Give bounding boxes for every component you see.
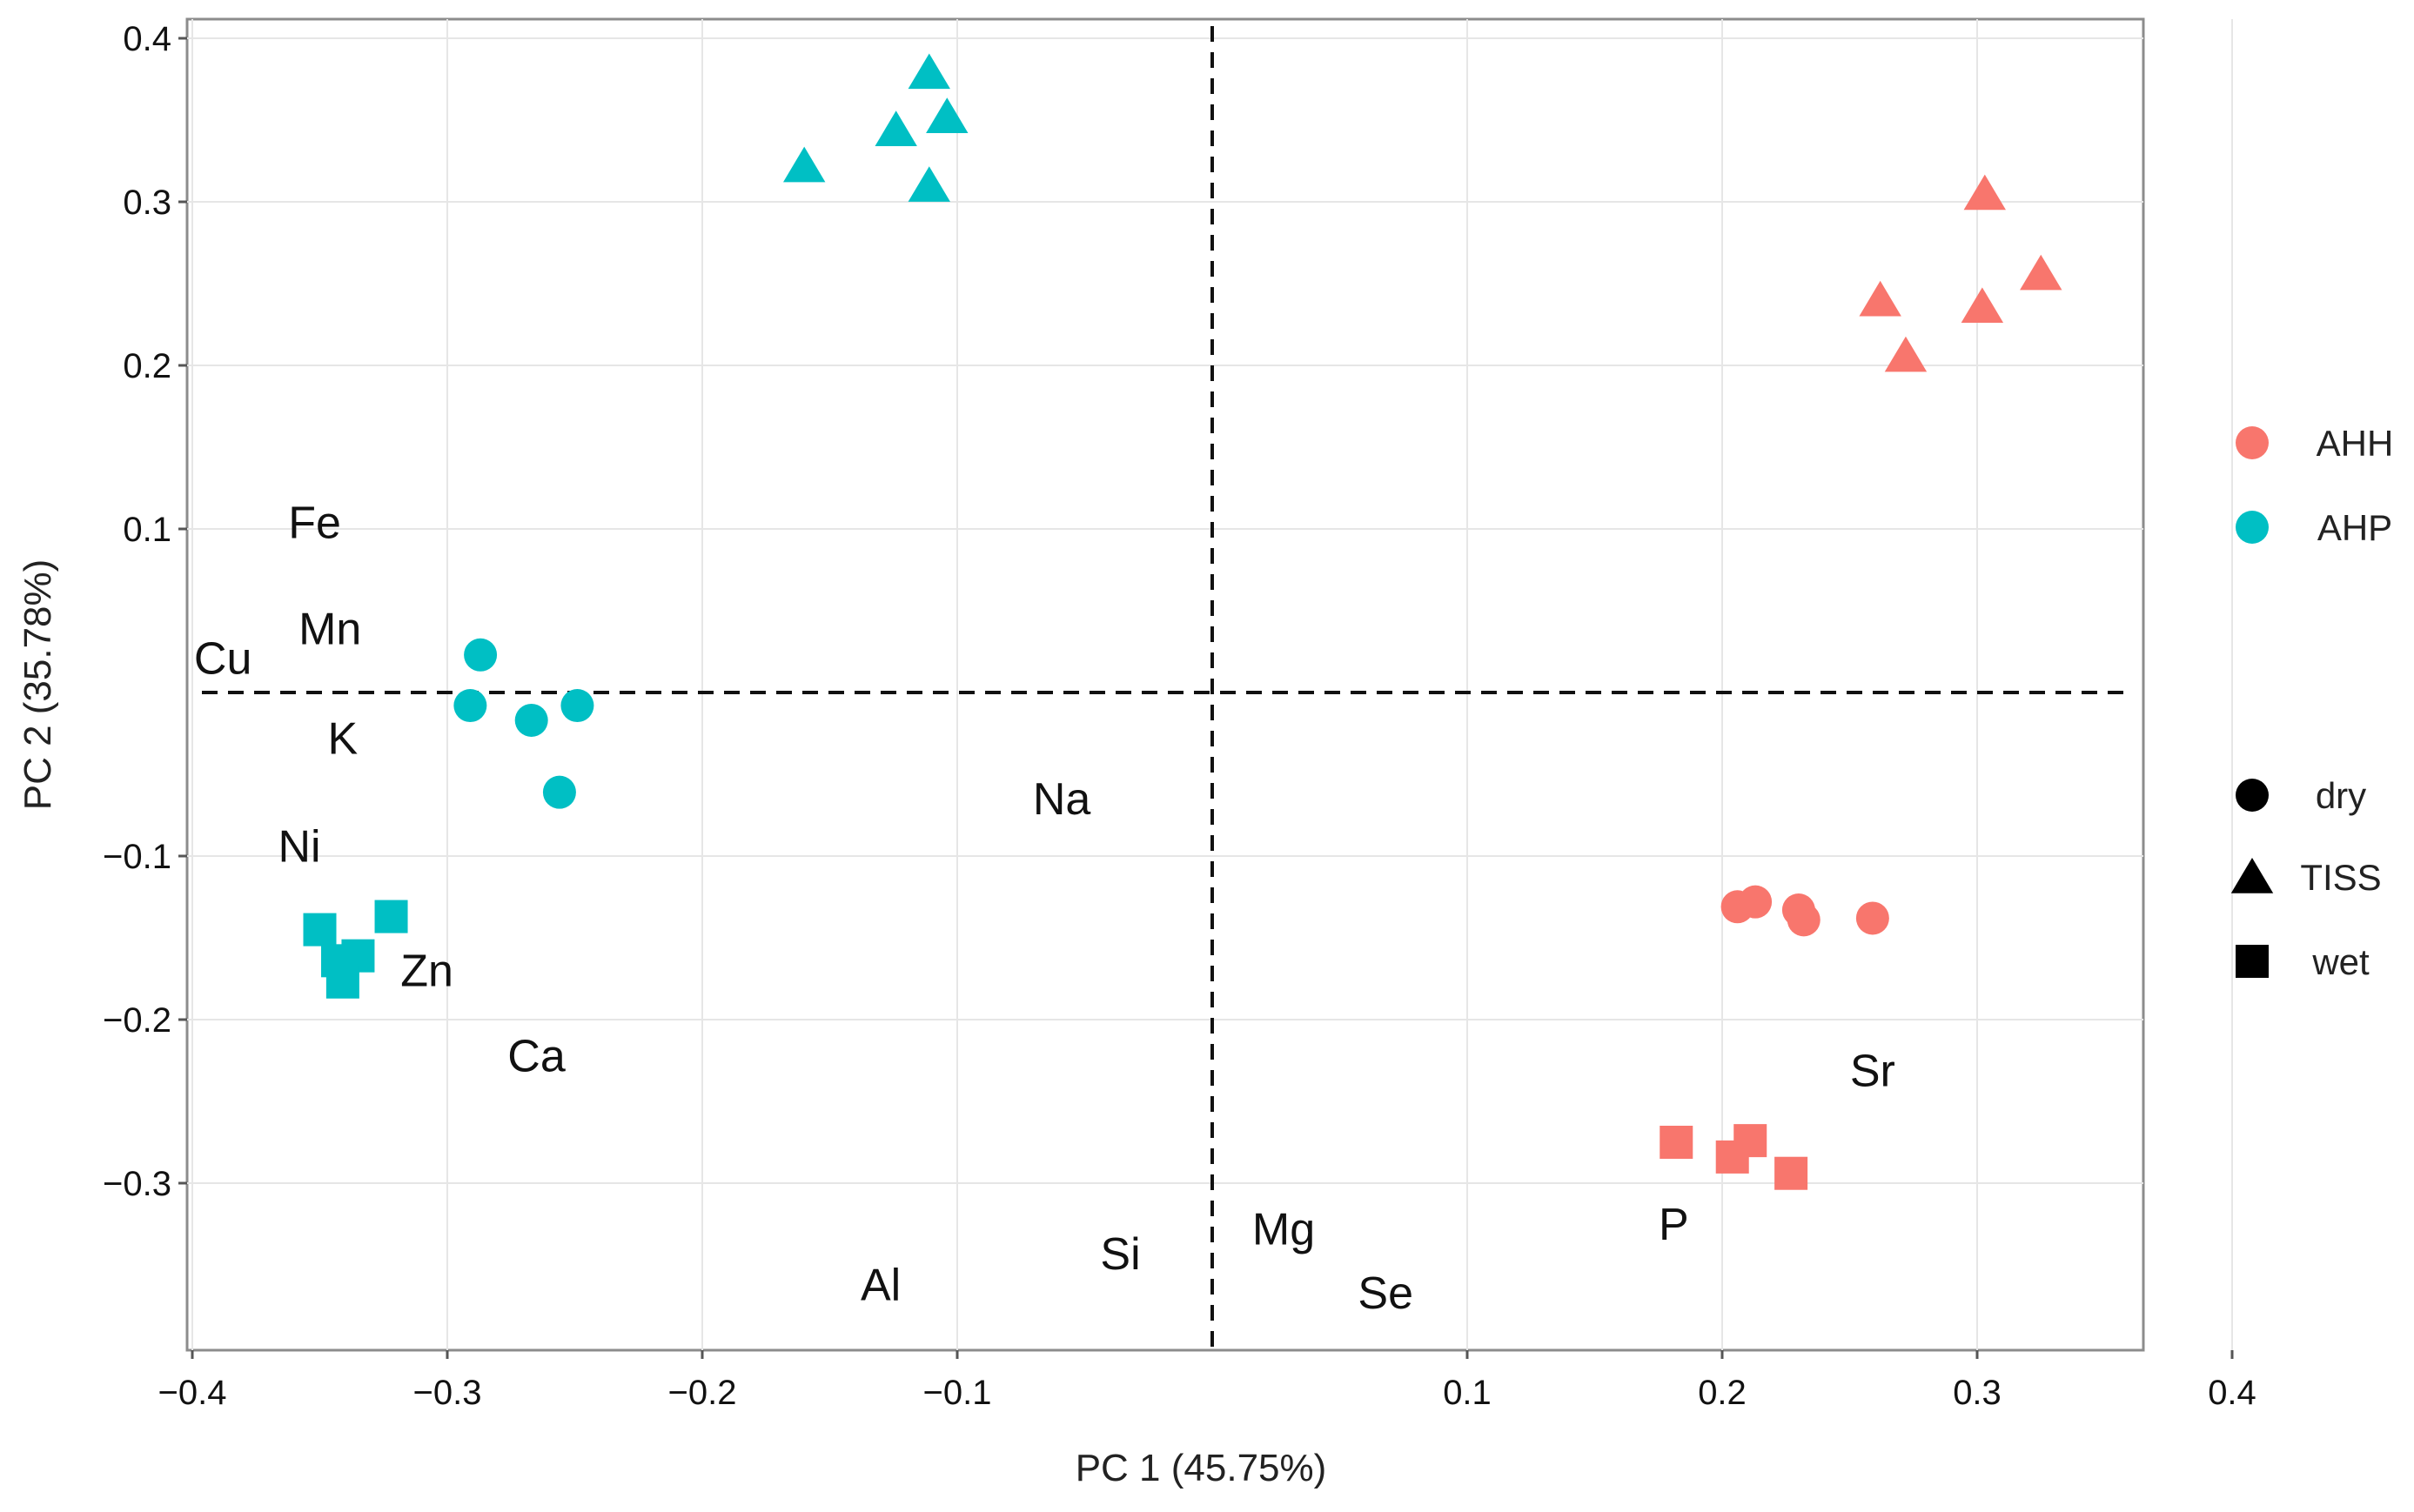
- point-ahh-wet: [1660, 1126, 1693, 1159]
- y-tick-label: −0.1: [103, 838, 171, 876]
- legend-key-dry: [2236, 779, 2269, 812]
- grid-lines: [187, 19, 2233, 1350]
- point-ahp-wet: [303, 913, 337, 947]
- point-ahp-wet: [374, 900, 408, 933]
- variable-label-p: P: [1659, 1200, 1689, 1250]
- point-ahh-dry: [1739, 885, 1773, 919]
- legend-label-ahh: AHH: [2317, 423, 2394, 464]
- plot-panel: [185, 17, 2145, 1352]
- y-tick-label: 0.4: [123, 20, 171, 58]
- legend-key-ahp: [2236, 511, 2269, 544]
- y-axis-title: PC 2 (35.78%): [17, 559, 59, 811]
- variable-label-ca: Ca: [507, 1031, 566, 1081]
- legend-key-ahh: [2236, 426, 2269, 459]
- variable-label-al: Al: [861, 1261, 901, 1311]
- axis-ticks: −0.4 −0.3 −0.2 −0.1 0.1 0.2 0.3 0.4 0.4 0.3 0.2 0.1…: [103, 20, 2256, 1412]
- point-ahh-tiss: [2020, 254, 2062, 291]
- variable-label-mn: Mn: [298, 605, 361, 655]
- point-ahh-tiss: [1859, 280, 1901, 317]
- legend-shape: dry TISS wet: [2230, 775, 2382, 982]
- variable-label-sr: Sr: [1850, 1046, 1895, 1096]
- variable-label-cu: Cu: [194, 634, 251, 685]
- point-ahp-dry: [542, 775, 576, 809]
- y-tick-label: 0.1: [123, 511, 171, 549]
- x-tick-label: −0.1: [923, 1374, 992, 1412]
- variable-label-zn: Zn: [400, 947, 453, 997]
- variable-label-se: Se: [1358, 1268, 1413, 1319]
- legend-color: AHH AHP: [2236, 423, 2393, 548]
- variable-label-fe: Fe: [288, 498, 341, 548]
- x-tick-label: 0.2: [1698, 1374, 1747, 1412]
- reference-lines: [202, 26, 2134, 1347]
- point-ahp-dry: [514, 703, 548, 737]
- legend-label-wet: wet: [2311, 941, 2370, 982]
- point-ahh-tiss: [1963, 174, 2006, 211]
- point-ahp-tiss: [908, 53, 950, 90]
- point-ahh-tiss: [1884, 336, 1928, 372]
- x-axis-title: PC 1 (45.75%): [1076, 1447, 1327, 1489]
- variable-label-k: K: [328, 714, 359, 765]
- point-ahp-dry: [464, 638, 498, 672]
- x-tick-label: 0.1: [1443, 1374, 1492, 1412]
- variable-labels: Fe Mn Cu K Ni Zn Ca Na Al Si Mg Se Sr P: [194, 498, 1895, 1318]
- x-tick-label: 0.3: [1953, 1374, 2002, 1412]
- y-tick-label: 0.3: [123, 184, 171, 222]
- point-ahp-tiss: [908, 166, 950, 202]
- point-ahp-tiss: [783, 146, 826, 183]
- point-ahp-tiss: [875, 110, 917, 146]
- y-tick-label: 0.2: [123, 347, 171, 385]
- point-ahh-wet: [1774, 1156, 1808, 1190]
- x-tick-label: 0.4: [2208, 1374, 2256, 1412]
- legend-key-tiss: [2230, 858, 2274, 893]
- x-tick-label: −0.4: [158, 1374, 227, 1412]
- point-ahp-wet: [325, 965, 359, 999]
- point-ahp-dry: [560, 689, 594, 723]
- legend-label-ahp: AHP: [2317, 507, 2392, 548]
- legend-label-tiss: TISS: [2300, 857, 2381, 898]
- point-ahh-dry: [1787, 903, 1821, 937]
- point-ahp-dry: [453, 689, 487, 723]
- legend-key-wet: [2236, 945, 2269, 978]
- x-tick-label: −0.2: [668, 1374, 737, 1412]
- variable-label-si: Si: [1100, 1229, 1140, 1280]
- x-tick-label: −0.3: [413, 1374, 482, 1412]
- legend-label-dry: dry: [2316, 775, 2366, 816]
- point-ahh-wet: [1733, 1124, 1767, 1158]
- variable-label-ni: Ni: [278, 822, 321, 873]
- point-ahh-tiss: [1961, 287, 2004, 324]
- variable-label-na: Na: [1033, 774, 1091, 825]
- y-tick-label: −0.3: [103, 1165, 171, 1203]
- variable-label-mg: Mg: [1252, 1205, 1315, 1255]
- data-points: [303, 53, 2062, 1190]
- point-ahh-dry: [1855, 901, 1889, 935]
- point-ahp-tiss: [926, 97, 969, 133]
- y-tick-label: −0.2: [103, 1001, 171, 1040]
